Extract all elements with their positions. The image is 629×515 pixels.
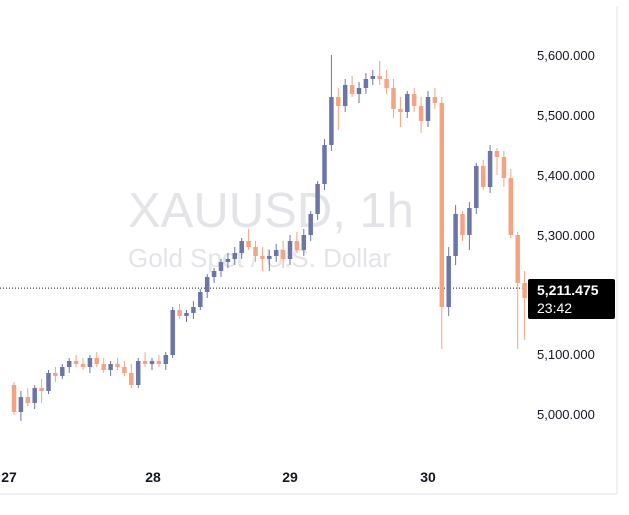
candle-down	[101, 364, 106, 370]
candle-up	[211, 271, 217, 277]
candle-up	[467, 208, 472, 235]
candle-down	[349, 85, 355, 94]
candle-up	[405, 94, 410, 112]
candle-down	[391, 88, 396, 109]
candle-down	[494, 151, 500, 157]
candle-down	[177, 310, 182, 316]
candle-down	[432, 97, 438, 103]
y-tick-label: 5,600.000	[537, 48, 595, 63]
candle-up	[267, 256, 272, 259]
candle-up	[356, 88, 362, 94]
candle-down	[53, 373, 58, 376]
candle-down	[460, 214, 465, 235]
x-tick-label: 30	[420, 469, 436, 485]
candle-down	[280, 250, 286, 259]
x-axis: 27 28 29 30	[1, 469, 436, 485]
y-tick-label: 5,100.000	[537, 347, 595, 362]
candle-up	[273, 250, 279, 256]
candle-up	[239, 241, 244, 253]
candle-up	[287, 241, 293, 259]
candle-down	[129, 373, 134, 385]
countdown-label: 23:42	[537, 300, 573, 316]
candle-down	[260, 256, 265, 259]
candle-down	[25, 397, 31, 403]
candle-up	[363, 79, 369, 88]
x-tick-label: 29	[282, 469, 298, 485]
candle-down	[439, 103, 445, 307]
candle-up	[87, 358, 93, 367]
candle-up	[425, 97, 431, 121]
y-tick-label: 5,000.000	[537, 407, 595, 422]
candle-down	[253, 247, 258, 256]
candle-down	[336, 97, 341, 106]
candle-up	[322, 145, 327, 184]
candle-down	[384, 79, 389, 88]
candle-down	[398, 109, 403, 112]
candle-up	[184, 313, 189, 316]
candle-up	[232, 253, 238, 259]
current-price-label: 5,211.475	[537, 282, 599, 298]
watermark-symbol: XAUUSD, 1h	[128, 184, 414, 238]
candle-down	[515, 235, 520, 283]
candle-up	[474, 166, 479, 208]
candle-up	[170, 310, 175, 355]
candle-up	[487, 151, 493, 187]
candle-up	[60, 367, 65, 376]
candle-up	[135, 361, 141, 385]
candle-down	[508, 178, 514, 235]
candle-up	[342, 85, 348, 106]
candle-down	[115, 364, 120, 367]
candle-up	[329, 97, 334, 145]
candle-down	[94, 358, 100, 364]
watermark-description: Gold Spot / U.S. Dollar	[128, 243, 391, 273]
y-axis: 5,600.000 5,500.000 5,400.000 5,300.000 …	[537, 48, 595, 422]
candle-down	[411, 94, 417, 106]
candle-down	[377, 76, 382, 79]
y-tick-label: 5,300.000	[537, 228, 595, 243]
candle-down	[156, 361, 162, 364]
candle-up	[204, 277, 210, 292]
candle-down	[11, 385, 17, 412]
current-price-badge: 5,211.475 23:42	[528, 279, 615, 319]
candle-up	[308, 214, 313, 235]
candle-up	[225, 259, 231, 262]
candle-down	[418, 106, 424, 121]
y-tick-label: 5,400.000	[537, 168, 595, 183]
candle-up	[163, 355, 169, 364]
candle-down	[522, 283, 527, 298]
candle-down	[39, 388, 44, 391]
x-tick-label: 28	[145, 469, 161, 485]
candle-up	[453, 214, 458, 256]
candles-group	[11, 55, 534, 421]
x-tick-label: 27	[1, 469, 17, 485]
candle-up	[191, 307, 196, 313]
candle-down	[73, 361, 79, 364]
candle-up	[315, 184, 320, 214]
candle-down	[122, 367, 127, 373]
y-tick-label: 5,500.000	[537, 108, 595, 123]
candle-up	[149, 361, 155, 364]
candle-down	[294, 241, 300, 250]
candle-up	[446, 256, 451, 307]
candle-up	[198, 292, 203, 307]
candle-up	[46, 373, 51, 391]
candle-up	[66, 361, 72, 367]
candle-up	[108, 364, 113, 370]
candle-up	[218, 262, 224, 271]
candle-up	[18, 397, 24, 412]
candle-up	[32, 388, 37, 403]
watermark: XAUUSD, 1h Gold Spot / U.S. Dollar	[128, 184, 414, 273]
candle-down	[501, 157, 507, 178]
candle-up	[301, 235, 307, 250]
candle-down	[142, 361, 148, 364]
candle-down	[80, 364, 86, 367]
candle-up	[370, 76, 376, 79]
candle-down	[480, 166, 486, 187]
candle-down	[246, 241, 251, 247]
